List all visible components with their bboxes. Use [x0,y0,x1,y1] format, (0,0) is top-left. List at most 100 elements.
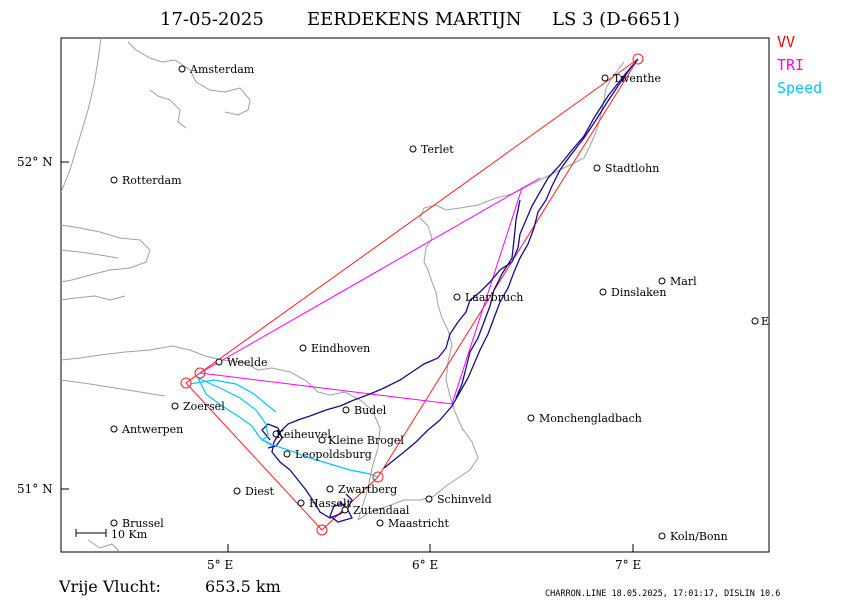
legend-vv: VV [777,33,795,51]
place-marker [601,74,609,82]
place-diest: Diest [233,485,274,498]
place-label: Leopoldsburg [295,448,372,461]
place-label: Twenthe [613,72,661,85]
place-label: Amsterdam [189,63,255,76]
legend-speed: Speed [777,79,822,97]
place-leopoldsburg: Leopoldsburg [283,448,372,461]
place-e: E [751,315,769,328]
place-marker [272,430,280,438]
place-marker [751,317,759,325]
scale-label: 10 Km [111,528,148,541]
place-marker [599,288,607,296]
legend: VV TRI Speed [777,33,822,97]
place-label: Rotterdam [122,174,182,187]
speed-track [189,377,379,478]
places-layer: Amsterdam Twenthe Terlet Stadtlohn Rotterdam… [110,63,769,543]
place-marker [527,414,535,422]
place-label: Kleine Brogel [328,434,404,447]
place-twenthe: Twenthe [601,72,661,85]
turnpoint-circle [180,377,192,389]
place-marker [341,506,349,514]
turnpoints [180,53,644,536]
place-terlet: Terlet [409,143,454,156]
place-marker [453,293,461,301]
place-label: Terlet [421,143,454,156]
place-label: Dinslaken [611,286,666,299]
place-schinveld: Schinveld [425,493,492,506]
place-amsterdam: Amsterdam [178,63,255,76]
distance-label: Vrije Vlucht: [58,577,161,596]
place-marker [215,358,223,366]
place-label: Antwerpen [121,423,183,436]
scale-bar: 10 Km [75,528,148,541]
turnpoint-circle [316,524,328,536]
task-lines [185,58,639,531]
place-label: Hasselt [309,497,351,510]
place-marker [318,436,326,444]
lat-label: 51° N [17,482,53,496]
place-label: Zwartberg [338,483,397,496]
place-label: Marl [670,275,697,288]
tri-leg-1 [199,177,541,374]
lon-label: 7° E [615,558,641,572]
place-marker [342,406,350,414]
place-maastricht: Maastricht [376,517,449,530]
place-marker [171,402,179,410]
place-label: Koln/Bonn [670,530,728,543]
flight-track [261,58,639,523]
graticule-ticks [61,161,634,552]
coastline [61,38,251,552]
place-marker [409,145,417,153]
place-label: Laarbruch [465,291,523,304]
place-budel: Budel [342,404,387,417]
turnpoint-circle [372,471,384,483]
lon-label: 6° E [412,558,438,572]
place-eindhoven: Eindhoven [299,342,370,355]
place-dinslaken: Dinslaken [599,286,666,299]
place-kleine-brogel: Kleine Brogel [318,434,404,447]
place-keiheuvel: Keiheuvel [272,428,331,441]
place-zutendaal: Zutendaal [341,504,410,517]
place-label: Budel [354,404,387,417]
lon-label: 5° E [207,558,233,572]
place-brussel: Brussel [110,517,164,530]
turnpoint-circle [194,367,206,379]
map-frame [60,37,770,553]
place-marker [376,519,384,527]
place-label: Maastricht [388,517,449,530]
axis-labels: 52° N 51° N 5° E 6° E 7° E [17,155,641,572]
place-marker [658,532,666,540]
turnpoint-circle [632,53,644,65]
place-marker [110,519,118,527]
place-marker [283,450,291,458]
place-label: Zutendaal [353,504,410,517]
place-marl: Marl [658,275,697,288]
place-marker [110,176,118,184]
place-label: Eindhoven [311,342,370,355]
glider-class: LS 3 (D-6651) [552,9,680,30]
place-zoersel: Zoersel [171,400,225,413]
place-marker [178,65,186,73]
place-marker [326,485,334,493]
place-label: E [761,315,769,328]
place-zwartberg: Zwartberg [326,483,397,496]
place-label: Weelde [227,356,268,369]
tri-leg-2 [199,187,523,405]
place-weelde: Weelde [215,356,268,369]
flight-date: 17-05-2025 [160,9,264,30]
vv-task [185,58,639,531]
place-koln-bonn: Koln/Bonn [658,530,728,543]
place-label: Keiheuvel [276,428,331,441]
place-marker [233,487,241,495]
place-label: Stadtlohn [605,162,659,175]
place-monchengladbach: Monchengladbach [527,412,642,425]
place-laarbruch: Laarbruch [453,291,523,304]
distance-value: 653.5 km [205,577,281,596]
credit-line: CHARRON.LINE 18.05.2025, 17:01:17, DISLI… [545,589,780,599]
place-marker [425,495,433,503]
place-stadtlohn: Stadtlohn [593,162,659,175]
place-label: Zoersel [183,400,225,413]
place-marker [297,499,305,507]
place-antwerpen: Antwerpen [110,423,183,436]
